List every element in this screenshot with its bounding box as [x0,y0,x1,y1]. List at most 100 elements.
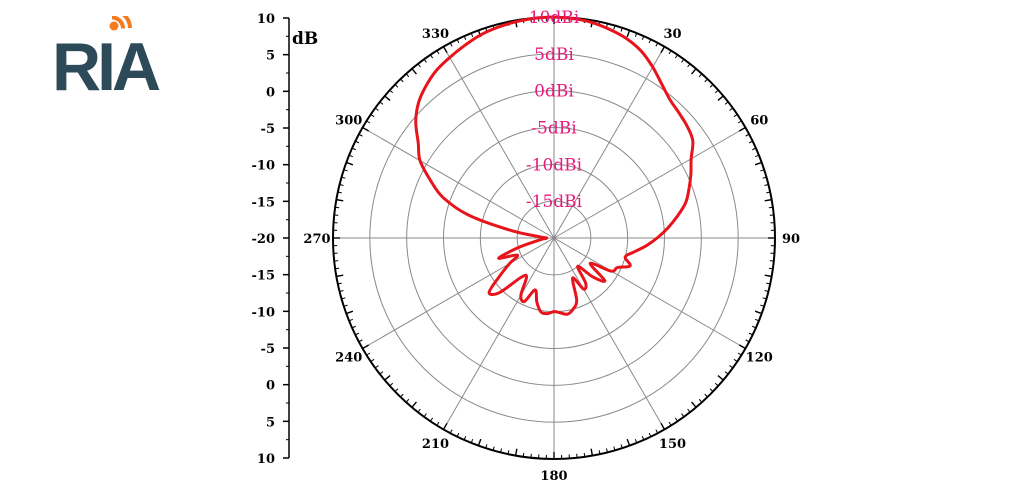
angle-label: 330 [422,27,449,42]
angle-label: 180 [540,469,567,484]
degree-tick [477,438,482,446]
degree-tick [463,35,467,40]
degree-tick [470,32,474,37]
degree-tick [384,375,391,381]
side-axis-label: -15 [252,269,276,284]
degree-tick [436,421,440,426]
ring-label: -10dBi [526,155,583,175]
angle-label: 90 [782,232,800,247]
degree-tick [507,450,510,455]
degree-tick [417,63,421,68]
degree-tick [384,95,391,101]
side-axis-label: 5 [266,49,275,64]
degree-tick [709,388,714,392]
degree-tick [724,371,729,375]
degree-tick [768,206,773,209]
side-axis-label: -10 [252,305,276,320]
degree-tick [752,147,757,151]
degree-tick [442,422,448,430]
degree-tick [411,401,417,408]
degree-tick [362,126,370,132]
degree-tick [648,39,652,44]
degree-tick [411,68,417,75]
degree-tick [346,161,354,166]
degree-tick [698,73,703,78]
degree-tick [729,107,734,111]
degree-tick [729,365,734,369]
degree-tick [389,382,394,387]
degree-tick [668,421,672,426]
degree-tick [389,89,394,94]
side-axis: 10 5 0 -5 -10 -15 -20 -15 -10 -5 0 5 10 [252,12,290,467]
unit-label: dB [292,29,318,49]
degree-tick [430,54,434,59]
degree-tick [660,422,666,430]
series-layer [414,15,695,316]
side-axis-label: 5 [266,415,275,430]
grid-spoke [362,237,555,349]
degree-tick [583,452,586,457]
degree-tick [400,393,404,398]
degree-tick [374,365,379,369]
degree-tick [470,439,474,444]
degree-tick [436,50,440,55]
degree-tick [704,78,708,83]
degree-tick [766,282,771,285]
degree-tick [522,452,525,457]
degree-tick [514,448,518,456]
degree-tick [348,318,353,322]
degree-tick [733,358,738,362]
degree-tick [717,95,724,101]
degree-tick [620,444,623,449]
degree-tick [394,84,399,88]
degree-tick [737,120,742,124]
degree-tick [341,176,346,179]
grid-spoke [553,237,665,430]
degree-tick [754,161,762,166]
degree-tick [351,325,356,329]
degree-tick [691,68,697,75]
degree-tick [704,393,708,398]
degree-tick [762,176,767,179]
degree-tick [362,344,370,350]
degree-tick [394,388,399,392]
side-axis-label: -15 [252,195,276,210]
degree-tick [681,413,685,418]
degree-tick [351,147,356,151]
degree-tick [748,332,753,336]
degree-tick [400,78,404,83]
degree-tick [423,413,427,418]
degree-tick [337,282,342,285]
degree-tick [442,46,448,54]
side-axis-label: -20 [252,232,276,247]
degree-tick [355,332,360,336]
degree-tick [764,290,769,292]
degree-tick [681,58,685,63]
degree-tick [598,450,601,455]
polar-grid [332,16,776,460]
degree-tick [714,382,719,387]
degree-tick [764,184,769,186]
degree-tick [733,114,738,118]
angle-label: 240 [335,351,362,366]
degree-tick [417,408,421,413]
degree-tick [348,154,353,158]
degree-tick [634,32,638,37]
degree-tick [405,398,410,403]
grid-spoke [362,127,555,239]
degree-tick [456,39,460,44]
degree-tick [752,325,757,329]
angle-tick-labels: 30 60 90 120 150 180 210 240 270 300 330 [303,27,800,484]
degree-tick [724,101,729,105]
degree-tick [698,398,703,403]
ring-label: 0dBi [534,82,574,102]
angle-label: 150 [659,437,686,452]
ring-label: 5dBi [534,45,574,65]
side-axis-label: -5 [261,342,275,357]
degree-tick [346,310,354,315]
side-axis-label: 10 [257,452,275,467]
angle-label: 120 [746,351,773,366]
degree-tick [737,352,742,356]
degree-tick [766,191,771,194]
